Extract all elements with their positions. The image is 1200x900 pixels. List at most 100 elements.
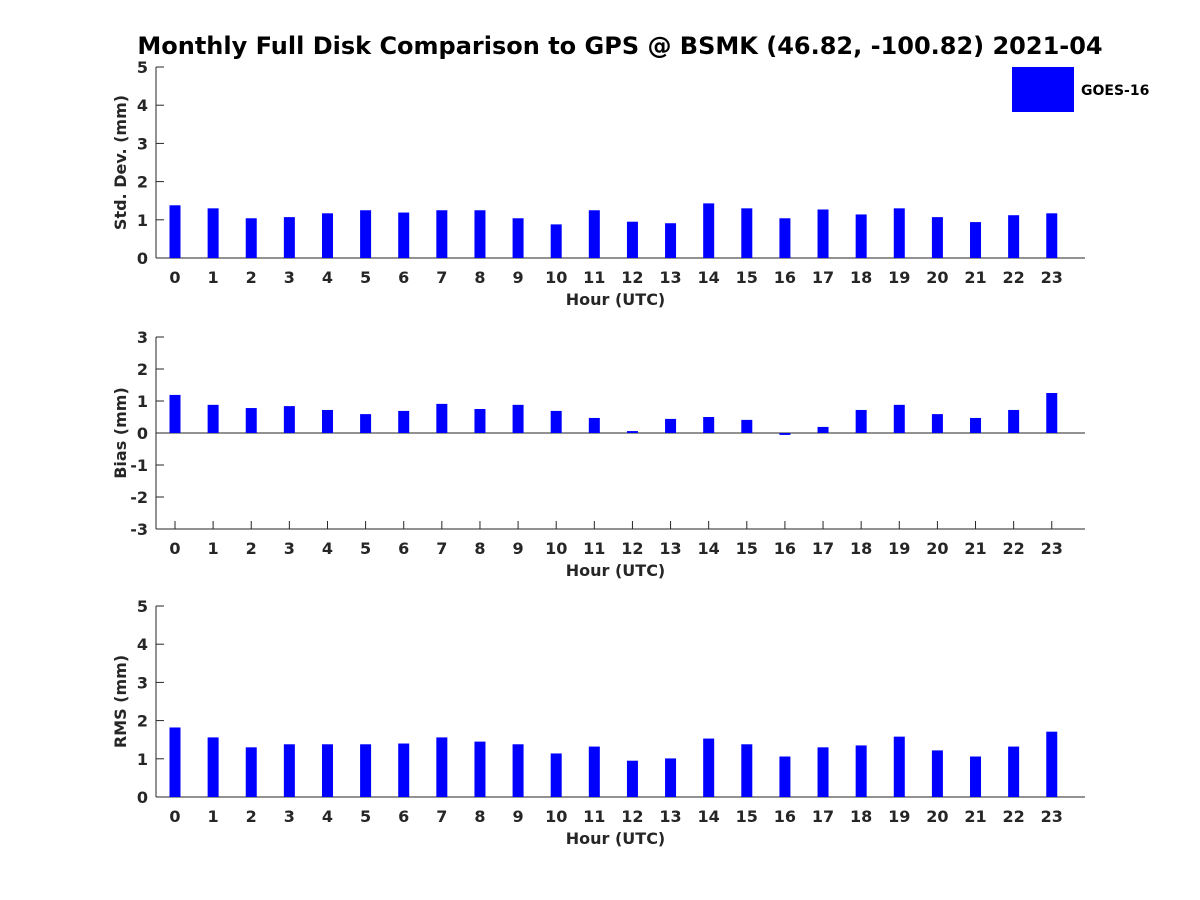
bias-x-tick-label: 23 <box>1041 539 1063 558</box>
bias-y-tick-label: -1 <box>130 456 148 475</box>
bias-bar <box>588 417 600 433</box>
std-bar <box>474 210 486 258</box>
std-x-tick-label: 15 <box>736 268 758 287</box>
rms-x-tick-label: 3 <box>284 807 295 826</box>
bias-bar <box>169 394 181 433</box>
bias-x-tick-label: 22 <box>1003 539 1025 558</box>
std-bar <box>626 221 638 258</box>
rms-x-tick-label: 12 <box>621 807 643 826</box>
bias-bar <box>931 414 943 433</box>
legend-label: GOES-16 <box>1081 83 1149 99</box>
bias-bar <box>283 406 295 433</box>
rms-x-tick-label: 17 <box>812 807 834 826</box>
std-bar <box>665 223 677 258</box>
bias-x-tick-label: 0 <box>169 539 180 558</box>
bias-x-tick-label: 6 <box>398 539 409 558</box>
std-bar <box>169 205 181 258</box>
std-bar <box>779 218 791 258</box>
std-x-tick-label: 5 <box>360 268 371 287</box>
bias-x-tick-label: 18 <box>850 539 872 558</box>
bias-bar <box>893 404 905 433</box>
bias-x-tick-label: 8 <box>474 539 485 558</box>
bias-x-tick-label: 4 <box>322 539 333 558</box>
std-x-tick-label: 22 <box>1003 268 1025 287</box>
rms-x-tick-label: 22 <box>1003 807 1025 826</box>
bias-bar <box>970 417 982 433</box>
std-x-tick-label: 13 <box>659 268 681 287</box>
rms-y-tick-label: 1 <box>137 750 148 769</box>
rms-x-tick-label: 1 <box>208 807 219 826</box>
std-bar <box>817 209 829 258</box>
bias-bar <box>779 433 791 435</box>
rms-x-tick-label: 23 <box>1041 807 1063 826</box>
std-bar <box>741 208 753 258</box>
rms-bar <box>245 747 257 797</box>
std-bar <box>893 208 905 258</box>
rms-bar <box>817 747 829 797</box>
std-bar <box>550 224 562 258</box>
bias-bar <box>474 409 486 433</box>
std-x-tick-label: 11 <box>583 268 605 287</box>
std-x-tick-label: 2 <box>246 268 257 287</box>
std-x-tick-label: 1 <box>208 268 219 287</box>
std-bar <box>360 210 372 258</box>
std-x-tick-label: 19 <box>888 268 910 287</box>
std-x-tick-label: 6 <box>398 268 409 287</box>
bias-x-tick-label: 14 <box>698 539 720 558</box>
bias-y-axis-label: Bias (mm) <box>111 387 130 479</box>
rms-x-tick-label: 13 <box>659 807 681 826</box>
bias-x-tick-label: 3 <box>284 539 295 558</box>
bias-y-tick-label: 2 <box>137 360 148 379</box>
std-x-tick-label: 16 <box>774 268 796 287</box>
bias-bar <box>817 426 829 433</box>
rms-bar <box>741 744 753 797</box>
rms-y-tick-label: 0 <box>137 788 148 807</box>
rms-x-tick-label: 16 <box>774 807 796 826</box>
bias-bar <box>741 419 753 433</box>
std-x-tick-label: 0 <box>169 268 180 287</box>
std-bar <box>436 210 448 258</box>
std-bar <box>207 208 219 258</box>
rms-x-tick-label: 10 <box>545 807 567 826</box>
std-bar <box>321 213 333 258</box>
rms-x-tick-label: 4 <box>322 807 333 826</box>
rms-bar <box>855 745 867 797</box>
bias-y-tick-label: 3 <box>137 328 148 347</box>
bias-bar <box>512 404 524 433</box>
rms-y-tick-label: 5 <box>137 597 148 616</box>
rms-bar <box>931 750 943 797</box>
std-y-tick-label: 0 <box>137 249 148 268</box>
bias-x-tick-label: 15 <box>736 539 758 558</box>
bias-bar <box>626 431 638 433</box>
std-bar <box>283 217 295 258</box>
rms-bar <box>512 744 524 797</box>
rms-bar <box>474 741 486 797</box>
bias-x-tick-label: 7 <box>436 539 447 558</box>
bias-bar <box>436 403 448 433</box>
bias-bar <box>1008 409 1020 433</box>
rms-x-tick-label: 8 <box>474 807 485 826</box>
rms-bar <box>283 744 295 797</box>
std-y-tick-label: 4 <box>137 96 148 115</box>
std-y-tick-label: 1 <box>137 211 148 230</box>
chart-title: Monthly Full Disk Comparison to GPS @ BS… <box>137 32 1102 60</box>
rms-bar <box>398 743 410 797</box>
rms-bar <box>779 756 791 797</box>
legend-swatch <box>1012 67 1074 112</box>
std-x-tick-label: 7 <box>436 268 447 287</box>
std-y-tick-label: 3 <box>137 134 148 153</box>
std-x-tick-label: 23 <box>1041 268 1063 287</box>
bias-x-tick-label: 20 <box>926 539 948 558</box>
rms-x-tick-label: 21 <box>964 807 986 826</box>
std-y-tick-label: 5 <box>137 58 148 77</box>
rms-bar <box>321 744 333 797</box>
std-x-tick-label: 4 <box>322 268 333 287</box>
rms-bar <box>436 737 448 797</box>
legend: GOES-16 <box>1012 67 1149 112</box>
rms-bar <box>169 727 181 797</box>
bias-x-axis-label: Hour (UTC) <box>566 561 666 580</box>
std-bar <box>512 218 524 258</box>
bias-bar <box>1046 393 1058 433</box>
